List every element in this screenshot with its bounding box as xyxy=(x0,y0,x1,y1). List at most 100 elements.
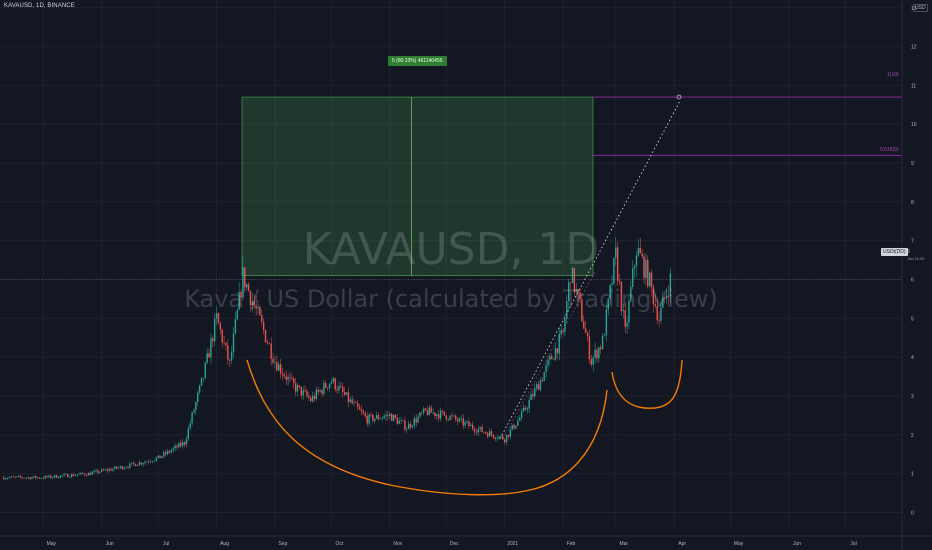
candle-body xyxy=(389,414,391,417)
candle-body xyxy=(398,420,400,424)
candle-body xyxy=(213,318,216,342)
candle-body xyxy=(526,408,528,410)
candle-body xyxy=(308,396,310,398)
candle-body xyxy=(323,383,325,394)
candle-body xyxy=(443,411,446,416)
candle-body xyxy=(507,434,510,437)
candle-body xyxy=(360,409,363,412)
candle-body xyxy=(129,463,131,468)
candle-body xyxy=(117,467,120,469)
candle-body xyxy=(652,286,655,305)
candle-body xyxy=(632,268,634,287)
candle-body xyxy=(304,390,306,392)
candle-body xyxy=(219,323,222,330)
candle-body xyxy=(33,476,35,478)
candle-body xyxy=(166,450,169,455)
candle-body xyxy=(89,472,92,475)
candle-body xyxy=(183,442,186,445)
candle-body xyxy=(310,397,312,402)
candle-body xyxy=(306,391,308,397)
y-tick-label: 11 xyxy=(911,83,916,89)
x-tick-label: Apr xyxy=(678,541,686,547)
measure-label: 5 (80.33%) 461140455 xyxy=(388,56,447,66)
candle-body xyxy=(453,415,455,417)
candle-body xyxy=(161,456,163,458)
candle-body xyxy=(48,475,50,478)
candle-body xyxy=(262,321,265,330)
candle-body xyxy=(381,417,383,419)
candle-body xyxy=(462,418,464,426)
candle-body xyxy=(138,462,141,466)
candle-body xyxy=(319,390,321,392)
currency-badge[interactable]: USD xyxy=(913,4,928,12)
candle-body xyxy=(358,407,361,410)
candle-body xyxy=(421,412,423,414)
candle-body xyxy=(342,386,344,392)
candle-body xyxy=(616,247,619,281)
candle-body xyxy=(424,408,427,410)
candle-body xyxy=(374,418,376,422)
candle-body xyxy=(509,429,512,437)
candle-body xyxy=(345,392,348,395)
candle-body xyxy=(524,407,527,410)
symbol-info[interactable]: KAVAUSD, 1D, BINANCE xyxy=(4,3,75,9)
candle-body xyxy=(432,412,434,414)
candle-body xyxy=(581,299,583,322)
candle-body xyxy=(455,415,457,420)
candle-body xyxy=(285,376,287,380)
candle-body xyxy=(592,357,594,365)
candle-body xyxy=(8,477,11,479)
candle-body xyxy=(93,471,95,473)
y-tick-label: 12 xyxy=(911,45,917,51)
candle-body xyxy=(195,402,197,411)
measure-rect xyxy=(241,96,594,276)
candle-body xyxy=(488,431,491,437)
candle-body xyxy=(257,306,259,309)
candle-body xyxy=(645,259,647,278)
candle-body xyxy=(245,284,248,288)
candle-body xyxy=(564,318,566,332)
candle-body xyxy=(466,421,468,423)
candle-body xyxy=(428,407,431,415)
candle-body xyxy=(317,389,319,392)
bar-countdown: 18d 11:09 xyxy=(907,256,925,261)
candle-body xyxy=(283,374,286,377)
candle-body xyxy=(95,470,97,472)
candle-body xyxy=(326,387,329,389)
candle-body xyxy=(456,419,459,422)
candle-body xyxy=(59,475,61,478)
candle-body xyxy=(353,402,355,404)
candle-body xyxy=(232,333,235,353)
y-tick-label: 10 xyxy=(911,122,917,128)
candle-body xyxy=(552,359,555,360)
cup-curve xyxy=(246,359,608,496)
y-tick-label: 2 xyxy=(911,433,914,439)
x-tick-label: Feb xyxy=(567,541,576,547)
candle-body xyxy=(229,359,231,361)
candle-body xyxy=(441,410,444,412)
candle-body xyxy=(247,284,250,292)
candle-body xyxy=(202,377,205,379)
candle-body xyxy=(151,461,154,463)
candle-body xyxy=(479,426,481,430)
candle-body xyxy=(127,467,129,469)
y-tick-label: 4 xyxy=(911,355,914,361)
y-tick-label: 1 xyxy=(911,472,914,478)
candle-body xyxy=(108,469,110,471)
candle-body xyxy=(208,353,210,358)
x-tick-label: Oct xyxy=(336,541,344,547)
candle-body xyxy=(255,305,257,309)
candle-body xyxy=(42,478,45,479)
candle-body xyxy=(490,431,493,435)
candle-body xyxy=(483,432,485,433)
candle-body xyxy=(74,475,77,476)
candle-body xyxy=(430,407,432,413)
candle-body xyxy=(40,478,43,479)
candle-body xyxy=(266,342,269,344)
candle-body xyxy=(76,474,78,476)
candle-body xyxy=(396,417,399,424)
candle-body xyxy=(355,402,357,404)
x-tick-label: Mar xyxy=(619,541,628,547)
candle-body xyxy=(134,463,137,467)
